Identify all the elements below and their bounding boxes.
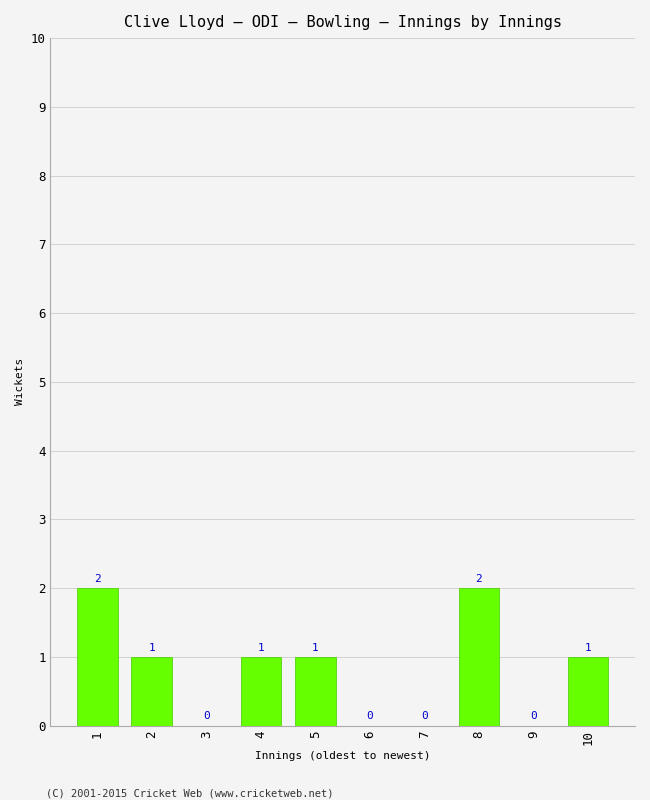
Text: 1: 1 bbox=[149, 642, 155, 653]
Text: 1: 1 bbox=[584, 642, 592, 653]
X-axis label: Innings (oldest to newest): Innings (oldest to newest) bbox=[255, 751, 430, 761]
Bar bbox=[131, 657, 172, 726]
Text: 0: 0 bbox=[421, 711, 428, 722]
Bar bbox=[567, 657, 608, 726]
Title: Clive Lloyd – ODI – Bowling – Innings by Innings: Clive Lloyd – ODI – Bowling – Innings by… bbox=[124, 15, 562, 30]
Bar bbox=[77, 588, 118, 726]
Text: 2: 2 bbox=[476, 574, 482, 584]
Text: 0: 0 bbox=[203, 711, 210, 722]
Text: (C) 2001-2015 Cricket Web (www.cricketweb.net): (C) 2001-2015 Cricket Web (www.cricketwe… bbox=[46, 788, 333, 798]
Text: 0: 0 bbox=[530, 711, 537, 722]
Bar bbox=[295, 657, 336, 726]
Bar bbox=[240, 657, 281, 726]
Y-axis label: Wickets: Wickets bbox=[15, 358, 25, 406]
Text: 1: 1 bbox=[312, 642, 319, 653]
Bar bbox=[458, 588, 499, 726]
Text: 1: 1 bbox=[257, 642, 265, 653]
Text: 2: 2 bbox=[94, 574, 101, 584]
Text: 0: 0 bbox=[367, 711, 373, 722]
